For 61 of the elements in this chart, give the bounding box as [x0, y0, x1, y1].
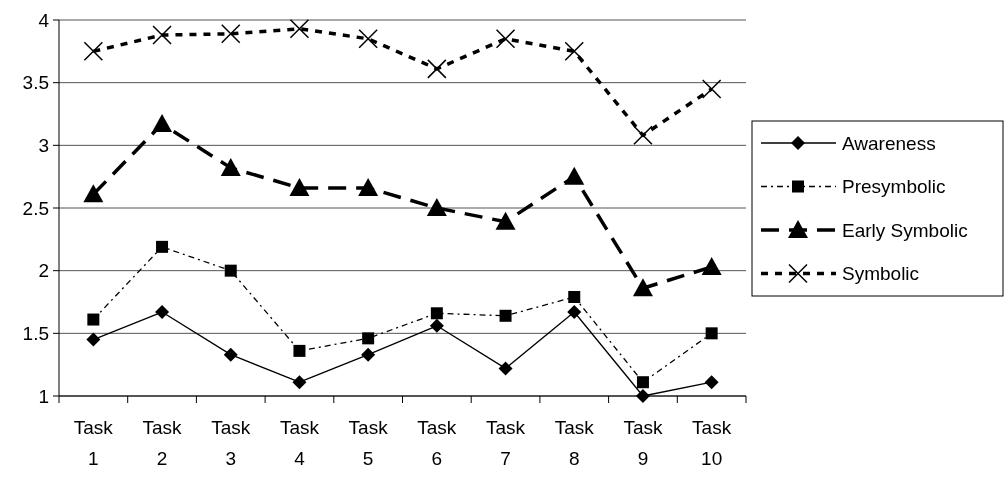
- point: [427, 59, 447, 79]
- y-tick-label: 1: [38, 385, 49, 407]
- point: [223, 347, 238, 362]
- point: [636, 376, 649, 389]
- point: [495, 211, 516, 230]
- x-tick-label: Task 9: [623, 417, 663, 469]
- x-tick-label: Task 1: [73, 417, 114, 469]
- point: [564, 41, 584, 62]
- x-tick-label: Task 2: [142, 417, 183, 469]
- point: [568, 290, 581, 303]
- point: [289, 177, 310, 196]
- legend-label: Symbolic: [842, 263, 920, 285]
- point: [635, 389, 650, 403]
- x-tick-label: Task 3: [211, 417, 251, 469]
- y-tick-label: 3.5: [22, 72, 49, 94]
- point: [632, 278, 653, 297]
- point: [83, 184, 104, 203]
- y-tick-label: 4: [38, 9, 50, 31]
- point: [361, 347, 376, 362]
- point: [564, 166, 585, 185]
- y-tick-label: 1.5: [22, 322, 49, 344]
- point: [155, 305, 170, 320]
- point: [87, 313, 100, 326]
- point: [358, 29, 378, 49]
- point: [224, 264, 237, 277]
- x-tick-label: Task 4: [279, 417, 320, 469]
- point: [705, 327, 718, 340]
- point: [633, 125, 653, 146]
- point: [221, 24, 241, 44]
- point: [499, 309, 512, 322]
- x-tick-label: Task 8: [554, 417, 595, 469]
- point: [293, 344, 306, 357]
- point: [701, 79, 722, 99]
- y-tick-label: 2.5: [22, 197, 49, 219]
- x-tick-label: Task 10: [692, 417, 732, 469]
- y-tick-label: 3: [38, 134, 49, 156]
- point: [358, 177, 379, 196]
- point: [429, 318, 444, 333]
- y-tick-label: 2: [38, 260, 49, 282]
- point: [362, 332, 375, 345]
- point: [495, 29, 516, 49]
- point: [220, 157, 241, 176]
- point: [152, 25, 172, 45]
- x-tick-label: Task 5: [348, 417, 389, 469]
- point: [156, 240, 169, 253]
- point: [430, 307, 443, 320]
- point: [426, 198, 447, 216]
- point: [86, 332, 101, 347]
- point: [704, 375, 719, 390]
- point: [701, 256, 722, 275]
- point: [83, 41, 104, 62]
- x-tick-label: Task 6: [417, 417, 457, 469]
- point: [292, 375, 307, 390]
- legend-label: Awareness: [842, 132, 936, 154]
- point: [498, 361, 513, 376]
- point: [152, 114, 173, 133]
- point: [289, 19, 310, 39]
- point: [567, 305, 582, 320]
- x-tick-label: Task 7: [486, 417, 526, 469]
- legend-label: Early Symbolic: [842, 219, 968, 241]
- legend-label: Presymbolic: [842, 176, 946, 198]
